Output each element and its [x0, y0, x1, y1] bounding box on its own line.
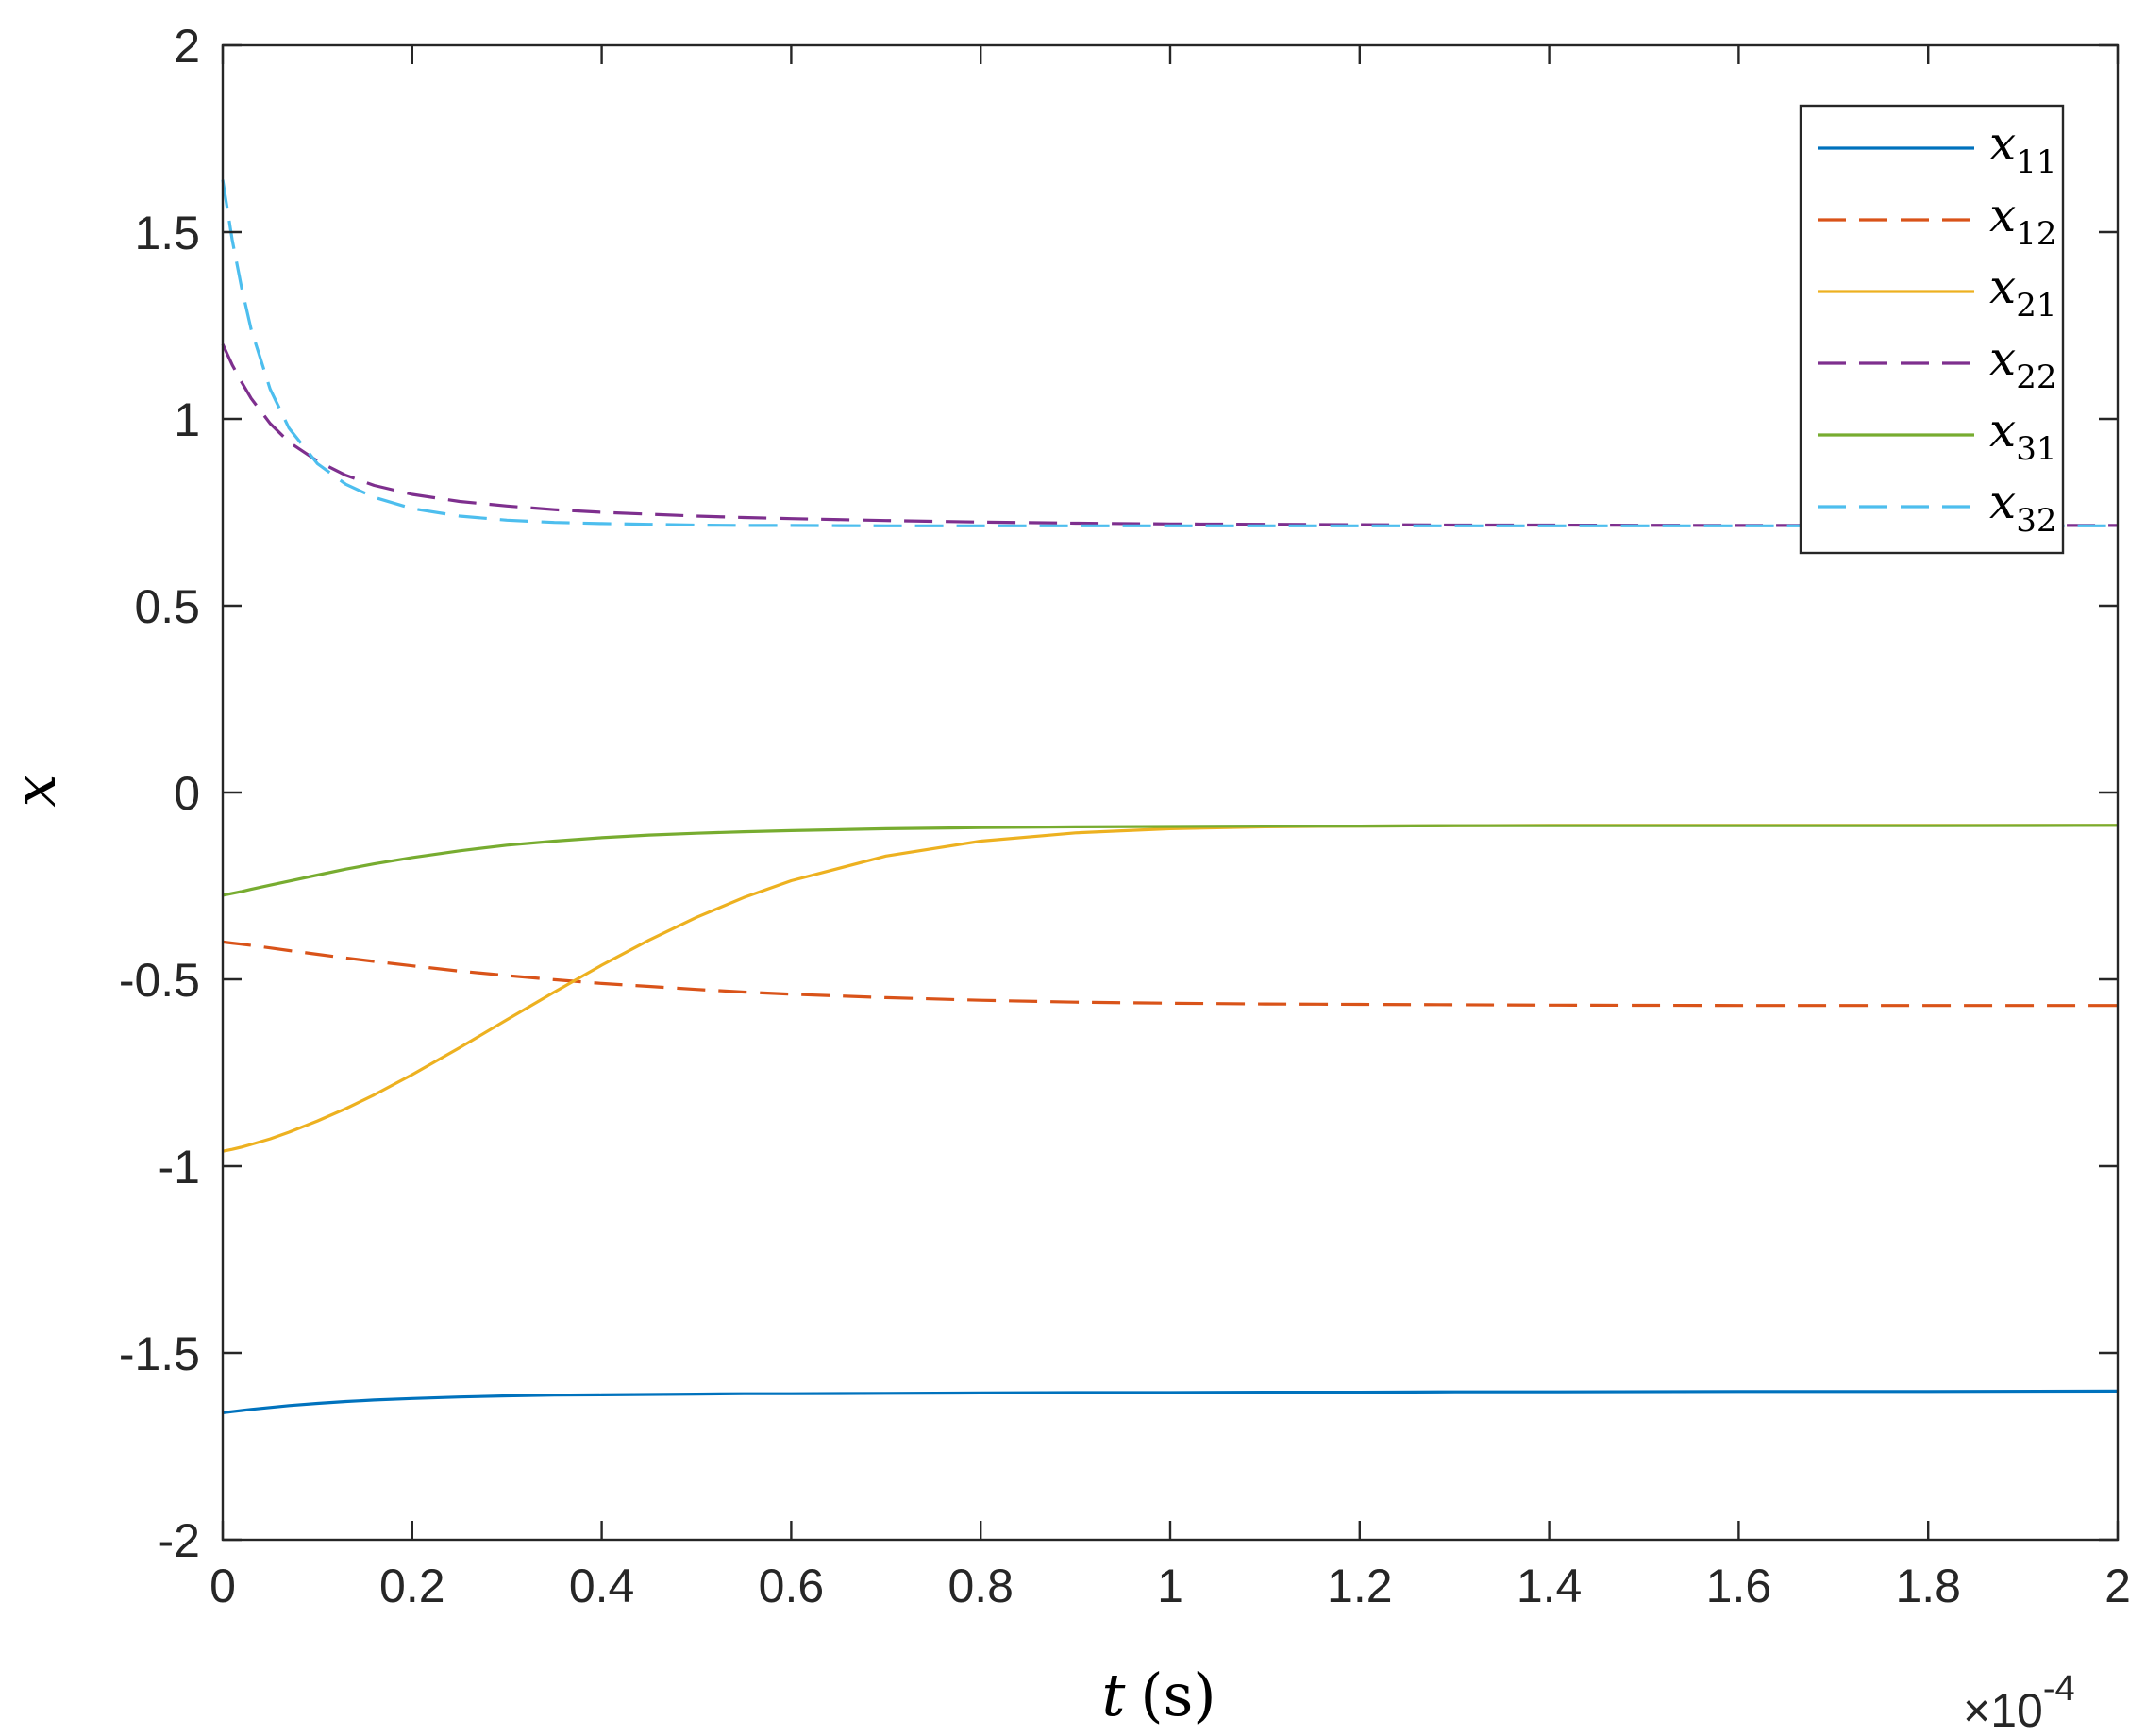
y-tick-label: -1 — [159, 1141, 200, 1194]
series-line-x11 — [222, 1389, 2119, 1414]
legend-subscript: 31 — [2016, 430, 2056, 468]
series-line-x32 — [221, 179, 2118, 527]
x-tick-label: 1.8 — [1895, 1560, 1961, 1612]
legend-box — [1799, 104, 2065, 555]
x-tick-label: 0.6 — [759, 1560, 825, 1612]
x-tick-label: 0 — [210, 1560, 236, 1612]
x-tick-label: 0.4 — [569, 1560, 635, 1612]
series-line-x31 — [222, 824, 2119, 897]
x-axis-exponent: ×10-4 — [1963, 1669, 2075, 1736]
y-tick-label: -1.5 — [119, 1327, 200, 1380]
x-axis-label: t (s) — [1101, 1661, 1216, 1729]
y-tick-label: -0.5 — [119, 954, 200, 1007]
legend-label-x31: x31 — [1989, 403, 2056, 468]
x-tick-label: 0.2 — [379, 1560, 445, 1612]
legend-variable: x — [1989, 475, 2016, 529]
legend-label-x21: x21 — [1989, 259, 2056, 325]
legend-label-x22: x22 — [1989, 331, 2056, 396]
x-tick-label: 1.2 — [1327, 1560, 1393, 1612]
y-tick-label: -2 — [159, 1514, 200, 1567]
x-tick-label: 1.4 — [1517, 1560, 1583, 1612]
legend-subscript: 32 — [2016, 502, 2056, 540]
x-axis-variable: t — [1101, 1661, 1125, 1729]
legend-label-x32: x32 — [1989, 475, 2056, 540]
y-tick-label: 2 — [174, 20, 200, 73]
legend-variable: x — [1989, 403, 2016, 458]
y-tick-label: 0 — [174, 767, 200, 820]
x-axis-unit: (s) — [1140, 1661, 1216, 1729]
series-line-x12 — [222, 940, 2118, 1008]
x-tick-label: 1.6 — [1706, 1560, 1772, 1612]
y-tick-label: 1.5 — [134, 207, 200, 259]
y-tick-label: 1 — [174, 393, 200, 446]
y-tick-label: 0.5 — [134, 580, 200, 633]
legend-variable: x — [1989, 331, 2016, 386]
x-exponent-base: ×10 — [1963, 1684, 2043, 1736]
series-line-x22 — [221, 343, 2118, 527]
legend-variable: x — [1989, 116, 2016, 171]
x-exponent-power: -4 — [2043, 1669, 2075, 1709]
legend-subscript: 11 — [2016, 143, 2056, 181]
x-tick-label: 1 — [1157, 1560, 1183, 1612]
legend-label-x11: x11 — [1989, 116, 2056, 181]
legend-variable: x — [1989, 188, 2016, 242]
legend-subscript: 12 — [2016, 215, 2056, 253]
legend-subscript: 22 — [2016, 359, 2056, 396]
x-tick-label: 2 — [2104, 1560, 2131, 1612]
legend-variable: x — [1989, 259, 2016, 314]
legend-label-x12: x12 — [1989, 188, 2056, 253]
legend-subscript: 21 — [2016, 287, 2056, 325]
y-axis-label: x — [0, 774, 69, 807]
x-tick-label: 0.8 — [947, 1560, 1014, 1612]
